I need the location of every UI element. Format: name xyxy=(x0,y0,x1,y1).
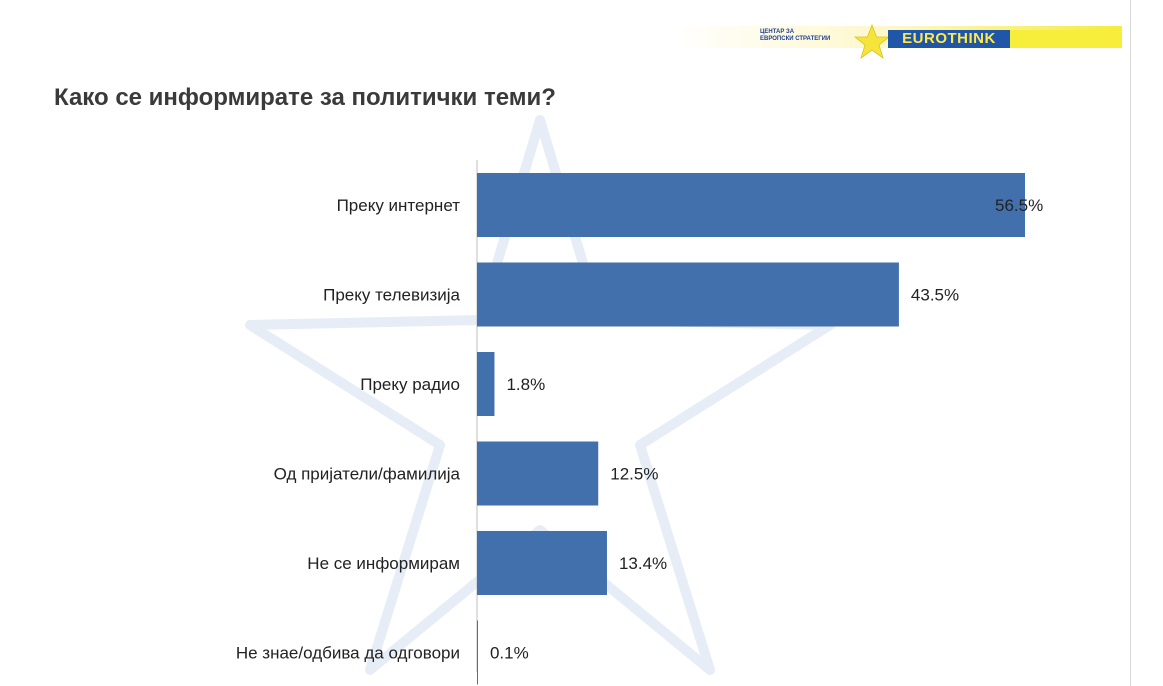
slide-title: Како се информирате за политички теми? xyxy=(54,84,556,111)
logo-brand: EUROTHINK xyxy=(888,30,1010,48)
bar-0 xyxy=(477,173,1025,237)
category-label-2: Преку радио xyxy=(360,375,460,394)
value-label-5: 0.1% xyxy=(490,644,529,663)
logo-line1: ЦЕНТАР ЗА xyxy=(760,29,795,35)
bar-3 xyxy=(477,441,599,506)
bar-2 xyxy=(477,352,495,416)
logo-yellow-band xyxy=(1010,30,1122,48)
category-label-5: Не знае/одбива да одговори xyxy=(236,644,460,663)
category-label-4: Не се информирам xyxy=(307,554,460,573)
value-label-4: 13.4% xyxy=(619,554,667,573)
bar-1 xyxy=(477,262,899,327)
category-label-0: Преку интернет xyxy=(337,196,461,215)
logo-line2: ЕВРОПСКИ СТРАТЕГИИ xyxy=(760,36,831,42)
viewer-margin xyxy=(1130,0,1163,686)
bar-5 xyxy=(477,620,478,685)
header-bar xyxy=(0,26,1122,48)
category-label-3: Од пријатели/фамилија xyxy=(274,465,461,484)
logo-subtitle: ЦЕНТАР ЗА ЕВРОПСКИ СТРАТЕГИИ xyxy=(760,29,830,43)
category-label-1: Преку телевизија xyxy=(323,286,460,305)
value-label-2: 1.8% xyxy=(506,375,545,394)
eurothink-logo: ЦЕНТАР ЗА ЕВРОПСКИ СТРАТЕГИИ EUROTHINK xyxy=(760,24,1010,60)
value-label-0: 56.5% xyxy=(995,196,1043,215)
value-label-3: 12.5% xyxy=(610,465,658,484)
value-label-1: 43.5% xyxy=(911,286,959,305)
star-icon xyxy=(853,24,891,60)
bar-4 xyxy=(477,531,607,595)
